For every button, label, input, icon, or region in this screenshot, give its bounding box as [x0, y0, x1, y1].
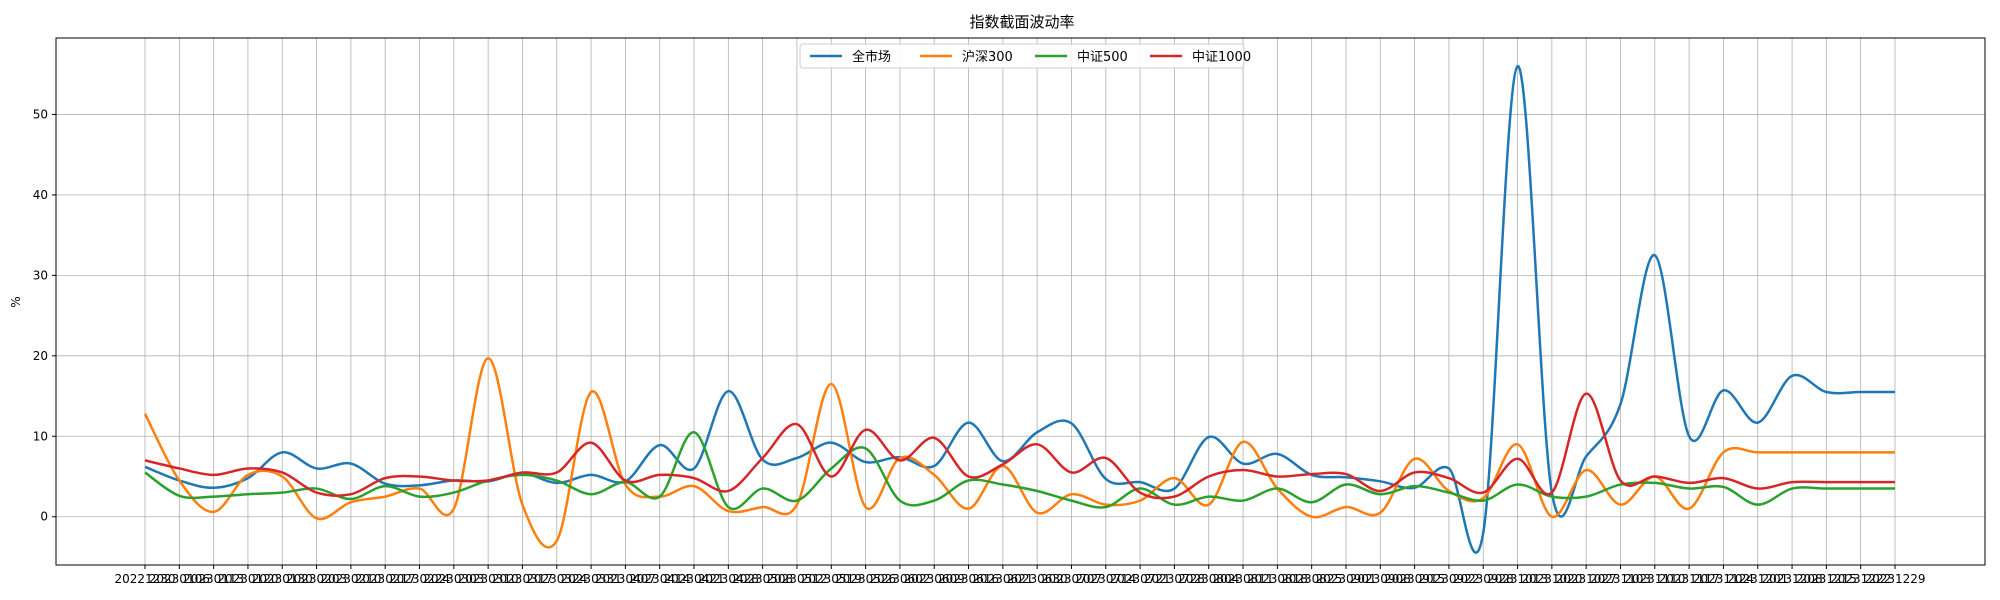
y-tick-label: 50	[33, 107, 48, 121]
chart-title: 指数截面波动率	[969, 13, 1074, 31]
x-tick-label: 20230609	[904, 572, 965, 586]
x-tick-label: 20231222	[1830, 572, 1891, 586]
x-tick-label: 20231103	[1590, 572, 1651, 586]
x-tick-label: 20230512	[766, 572, 827, 586]
x-tick-label: 20230901	[1315, 572, 1376, 586]
y-tick-label: 20	[33, 349, 48, 363]
legend: 全市场 沪深300 中证500 中证1000	[799, 43, 1251, 69]
y-axis-ticks: 0 10 20 30 40 50	[33, 107, 56, 524]
x-tick-label: 20230526	[835, 572, 896, 586]
x-tick-label: 20230928	[1453, 572, 1514, 586]
x-tick-label: 20230621	[972, 572, 1033, 586]
x-tick-label: 20230630	[1007, 572, 1068, 586]
x-tick-label: 20230310	[458, 572, 519, 586]
x-tick-label: 20230915	[1384, 572, 1445, 586]
legend-label: 全市场	[852, 49, 891, 65]
x-tick-label: 20230519	[801, 572, 862, 586]
x-tick-label: 20230203	[286, 572, 347, 586]
series-line-0	[144, 64, 1895, 554]
x-tick-label: 20230414	[629, 572, 690, 586]
x-tick-label: 20230508	[732, 572, 793, 586]
x-tick-label: 20230317	[492, 572, 553, 586]
x-tick-label: 20230714	[1075, 572, 1136, 586]
series-line-2	[144, 430, 1896, 511]
series-lines	[143, 64, 1896, 554]
x-tick-label: 20230825	[1281, 572, 1342, 586]
x-tick-label: 20231201	[1727, 572, 1788, 586]
y-tick-label: 10	[33, 429, 48, 443]
legend-label: 沪深300	[962, 49, 1013, 65]
series-line-3	[144, 392, 1895, 500]
x-tick-label: 20230707	[1041, 572, 1102, 586]
x-tick-label: 20230331	[561, 572, 622, 586]
x-tick-label: 20230421	[663, 572, 724, 586]
x-tick-label: 20230908	[1350, 572, 1411, 586]
grid	[56, 38, 1985, 565]
x-tick-label: 20231027	[1556, 572, 1617, 586]
x-tick-label: 20231208	[1762, 572, 1823, 586]
x-tick-label: 20230602	[869, 572, 930, 586]
x-tick-label: 20230113	[183, 572, 244, 586]
x-tick-label: 20231013	[1487, 572, 1548, 586]
legend-label: 中证1000	[1192, 50, 1251, 65]
x-tick-label: 20231020	[1521, 572, 1582, 586]
plot-frame	[55, 37, 1986, 566]
x-tick-label: 20230106	[149, 572, 210, 586]
y-tick-label: 30	[33, 268, 48, 282]
x-tick-label: 20231124	[1693, 572, 1754, 586]
x-tick-label: 20221230	[114, 572, 175, 586]
x-tick-label: 20230303	[423, 572, 484, 586]
y-tick-label: 40	[33, 188, 48, 202]
x-tick-label: 20230224	[389, 572, 450, 586]
x-tick-label: 20230818	[1247, 572, 1308, 586]
x-tick-label: 20230922	[1418, 572, 1479, 586]
x-axis-ticks: 2022123020230106202301132023012020230130…	[114, 565, 1926, 586]
x-tick-label: 20230120	[217, 572, 278, 586]
x-tick-label: 20231215	[1796, 572, 1857, 586]
x-tick-label: 20231229	[1864, 572, 1925, 586]
x-tick-label: 20231110	[1624, 572, 1685, 586]
x-tick-label: 20231117	[1659, 572, 1720, 586]
x-tick-label: 20230804	[1178, 572, 1239, 586]
x-tick-label: 20230811	[1213, 572, 1274, 586]
y-axis-label: %	[9, 296, 23, 307]
series-line-1	[143, 356, 1895, 549]
x-tick-label: 20230407	[595, 572, 656, 586]
legend-box	[799, 43, 1245, 69]
x-tick-label: 20230728	[1144, 572, 1205, 586]
x-tick-label: 20230616	[938, 572, 999, 586]
legend-label: 中证500	[1077, 50, 1128, 65]
x-tick-label: 20230210	[320, 572, 381, 586]
x-tick-label: 20230324	[526, 572, 587, 586]
x-tick-label: 20230428	[698, 572, 759, 586]
x-tick-label: 20230130	[252, 572, 313, 586]
y-tick-label: 0	[40, 510, 48, 524]
x-tick-label: 20230217	[355, 572, 416, 586]
x-tick-label: 20230721	[1110, 572, 1171, 586]
